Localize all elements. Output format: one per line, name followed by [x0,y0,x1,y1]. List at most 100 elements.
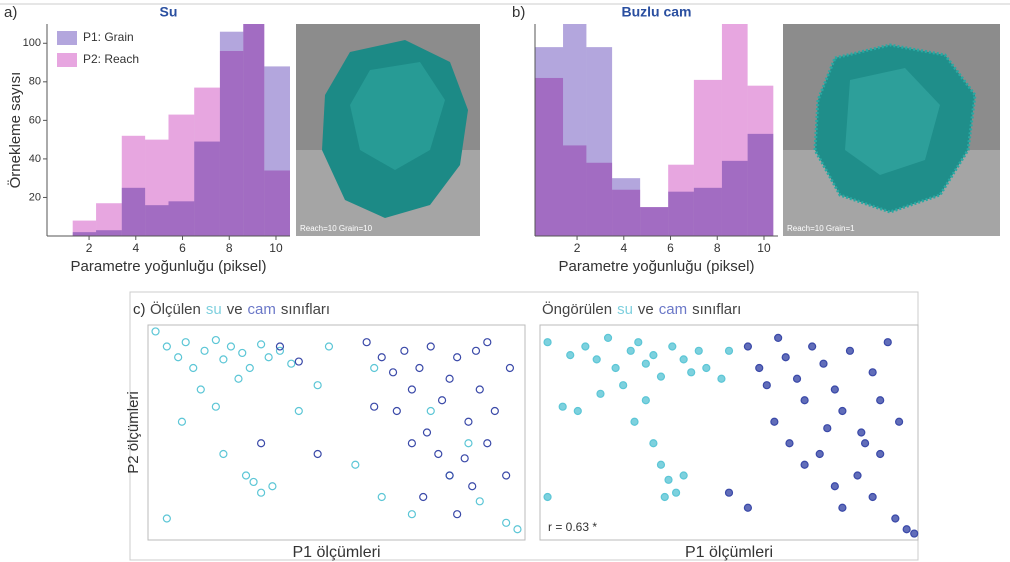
point [163,343,170,350]
point [782,354,789,361]
legend-swatch [57,31,77,45]
point [427,408,434,415]
point [726,489,733,496]
point [744,343,751,350]
chart-title: Su [160,4,178,20]
point [869,369,876,376]
point [265,354,272,361]
point [786,440,793,447]
point [420,494,427,501]
point [544,494,551,501]
legend-swatch [57,53,77,67]
point [416,365,423,372]
point [903,526,910,533]
title-part: sınıfları [692,301,741,318]
point [816,451,823,458]
point [620,382,627,389]
point [612,365,619,372]
point [831,386,838,393]
title-part: cam [659,301,687,318]
point [503,519,510,526]
point [461,455,468,462]
point [235,375,242,382]
point [567,352,574,359]
panel-label: a) [4,4,17,21]
point [190,365,197,372]
point [352,461,359,468]
point [212,403,219,410]
point [627,347,634,354]
point [763,382,770,389]
bar [264,170,290,236]
point [650,352,657,359]
point [911,530,918,537]
point [862,440,869,447]
x-axis-label: P1 ölçümleri [685,544,773,561]
point [276,343,283,350]
point [258,440,265,447]
point [288,360,295,367]
point [801,461,808,468]
bar [220,51,243,236]
point [503,472,510,479]
point [476,386,483,393]
point [427,343,434,350]
point [476,498,483,505]
point [408,440,415,447]
title-part: Ölçülen [150,300,201,318]
x-axis-label: P1 ölçümleri [292,544,380,561]
y-tick-label: 20 [29,191,41,203]
title-part: su [206,301,222,318]
point [831,483,838,490]
point [703,365,710,372]
point [269,483,276,490]
point [839,504,846,511]
bar [586,163,612,236]
point [363,339,370,346]
point [771,418,778,425]
legend-label: P2: Reach [83,52,139,66]
point [892,515,899,522]
point [673,489,680,496]
point [582,343,589,350]
point [657,461,664,468]
point [227,343,234,350]
point [220,356,227,363]
point [854,472,861,479]
bar [194,88,220,236]
point [688,369,695,376]
point [775,334,782,341]
bar [169,115,195,236]
title-part: cam [248,301,276,318]
point [846,347,853,354]
point [371,365,378,372]
point [435,451,442,458]
render-image: Reach=10 Grain=1 [783,24,1000,236]
chart-title: Ölçülensuvecamsınıfları [150,300,330,318]
x-tick-label: 6 [179,241,186,255]
bar [243,24,264,236]
point [439,397,446,404]
y-tick-label: 100 [23,37,41,49]
point [756,365,763,372]
point [239,349,246,356]
point [295,358,302,365]
point [163,515,170,522]
point [178,418,185,425]
point [484,339,491,346]
x-tick-label: 2 [574,241,581,255]
point [314,451,321,458]
bar [668,165,694,236]
legend-label: P1: Grain [83,30,134,44]
bar [612,190,640,236]
point [631,418,638,425]
bar [96,203,122,236]
point [408,511,415,518]
image-caption: Reach=10 Grain=1 [787,224,855,233]
figure: Reach=10 Grain=10 Reach=10 Grain=1 24681… [0,0,1010,562]
point [514,526,521,533]
point [605,334,612,341]
x-tick-label: 6 [667,241,674,255]
point [794,375,801,382]
